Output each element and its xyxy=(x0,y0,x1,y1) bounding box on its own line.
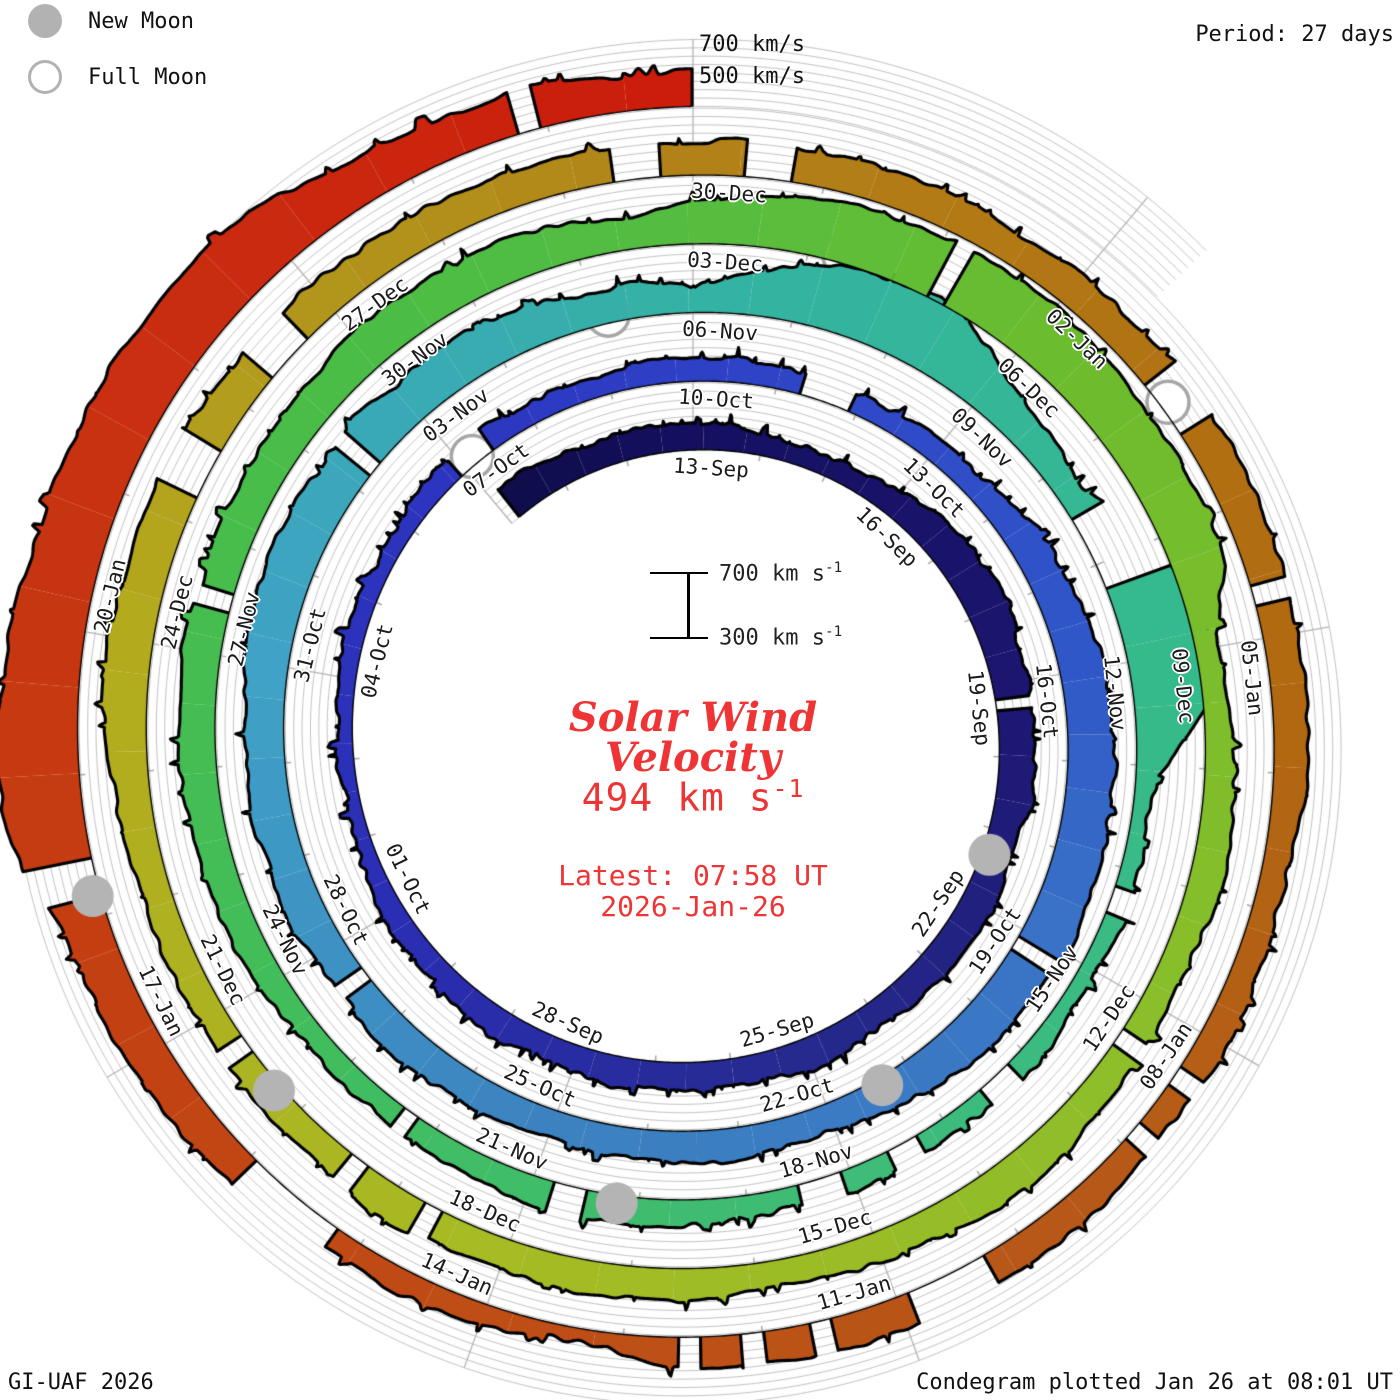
legend-full-moon: Full Moon xyxy=(28,60,207,94)
credit-label: GI-UAF 2026 xyxy=(8,1370,154,1395)
axis-label-500: 500 km/s xyxy=(699,64,805,89)
legend-new-moon: New Moon xyxy=(28,4,207,38)
scale-bar-top-label: 700 km s-1 xyxy=(719,560,843,587)
new-moon-icon xyxy=(28,4,62,38)
latest-timestamp: Latest: 07:58 UT 2026-Jan-26 xyxy=(558,860,828,922)
date-label-10-Oct: 10-Oct xyxy=(676,384,755,414)
chart-title-line1: Solar Wind xyxy=(568,694,818,741)
chart-title-line2: Velocity xyxy=(605,734,781,781)
latest-date: 2026-Jan-26 xyxy=(600,890,786,923)
date-label-06-Nov: 06-Nov xyxy=(681,316,759,345)
plotted-label: Condegram plotted Jan 26 at 08:01 UT xyxy=(916,1370,1393,1395)
full-moon-icon xyxy=(28,60,62,94)
chart-title: Solar Wind Velocity xyxy=(569,698,817,778)
legend-full-moon-label: Full Moon xyxy=(88,64,208,90)
scale-bar-bottom-label: 300 km s-1 xyxy=(719,624,843,651)
latest-time: Latest: 07:58 UT xyxy=(558,859,828,892)
scale-bar-cap-bottom xyxy=(650,637,708,639)
scale-bar-cap-top xyxy=(650,572,708,574)
legend-new-moon-label: New Moon xyxy=(88,8,194,34)
scale-bar-line xyxy=(687,573,690,638)
date-label-13-Sep: 13-Sep xyxy=(672,453,750,483)
current-velocity: 494 km s-1 xyxy=(581,774,805,820)
moon-legend: New Moon Full Moon xyxy=(28,4,207,94)
period-label: Period: 27 days xyxy=(1195,22,1394,47)
axis-label-700: 700 km/s xyxy=(699,32,805,57)
date-label-03-Dec: 03-Dec xyxy=(686,247,764,277)
